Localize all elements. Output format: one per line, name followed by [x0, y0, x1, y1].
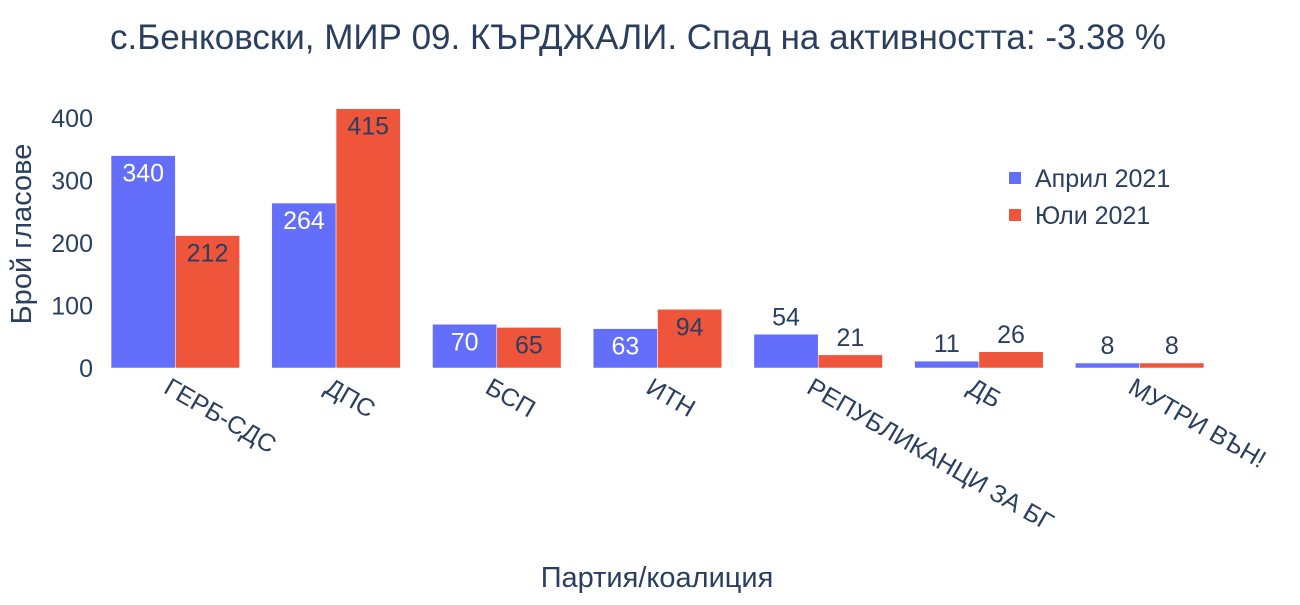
bar-data-label: 26 [997, 321, 1025, 349]
chart-title: с.Бенковски, МИР 09. КЪРДЖАЛИ. Спад на а… [110, 18, 1166, 57]
bar-data-label: 11 [934, 330, 960, 358]
bar [1075, 362, 1140, 369]
bar-data-label: 8 [1165, 332, 1179, 360]
y-tick-label: 300 [51, 168, 93, 196]
legend-swatch [1009, 172, 1021, 184]
bar [335, 108, 401, 369]
legend-label: Юли 2021 [1035, 202, 1150, 230]
bar [657, 309, 723, 369]
bar-data-label: 340 [122, 160, 164, 188]
x-axis-label: Партия/коалиция [541, 562, 774, 594]
bar [175, 235, 240, 369]
y-axis-label: Брой гласове [6, 144, 38, 325]
bar [817, 354, 883, 369]
bar [271, 202, 337, 369]
bar-data-label: 65 [515, 331, 543, 359]
bar [110, 155, 176, 369]
bar [432, 324, 498, 369]
x-tick-label: ДБ [963, 373, 1006, 414]
bar-data-label: 70 [451, 328, 479, 356]
y-axis-ticks: 0 100 200 300 400 [51, 105, 93, 383]
bar [592, 328, 658, 369]
x-tick-label: ГЕРБ-СДС [159, 373, 280, 459]
bar [978, 351, 1044, 369]
bar [914, 360, 980, 369]
bar-data-label: 8 [1101, 332, 1115, 360]
bar [496, 327, 562, 369]
bar-data-labels: 340 264 70 63 54 11 8 212 415 65 94 21 26 8 [122, 113, 1178, 361]
y-tick-label: 400 [51, 105, 93, 133]
legend-swatch [1009, 209, 1021, 221]
bar-data-label: 212 [187, 240, 229, 268]
bar [753, 334, 819, 369]
x-tick-label: РЕПУБЛИКАНЦИ ЗА БГ [802, 373, 1058, 537]
bars [110, 108, 1205, 369]
y-tick-label: 0 [79, 355, 93, 383]
bar [1139, 362, 1205, 369]
bar-data-label: 54 [772, 303, 800, 331]
x-tick-label: МУТРИ ВЪН! [1124, 373, 1271, 474]
y-tick-label: 100 [51, 293, 93, 321]
legend-label: Април 2021 [1035, 165, 1170, 193]
legend: Април 2021 Юли 2021 [1009, 165, 1170, 230]
bar-data-label: 63 [611, 333, 639, 361]
x-tick-label: БСП [481, 373, 540, 423]
bar-data-label: 21 [836, 324, 864, 352]
y-tick-label: 200 [51, 230, 93, 258]
bar-data-label: 415 [347, 113, 389, 141]
bar-data-label: 264 [283, 207, 325, 235]
bar-data-label: 94 [676, 313, 704, 341]
x-tick-label: ИТН [642, 373, 700, 423]
x-tick-label: ДПС [320, 373, 380, 424]
